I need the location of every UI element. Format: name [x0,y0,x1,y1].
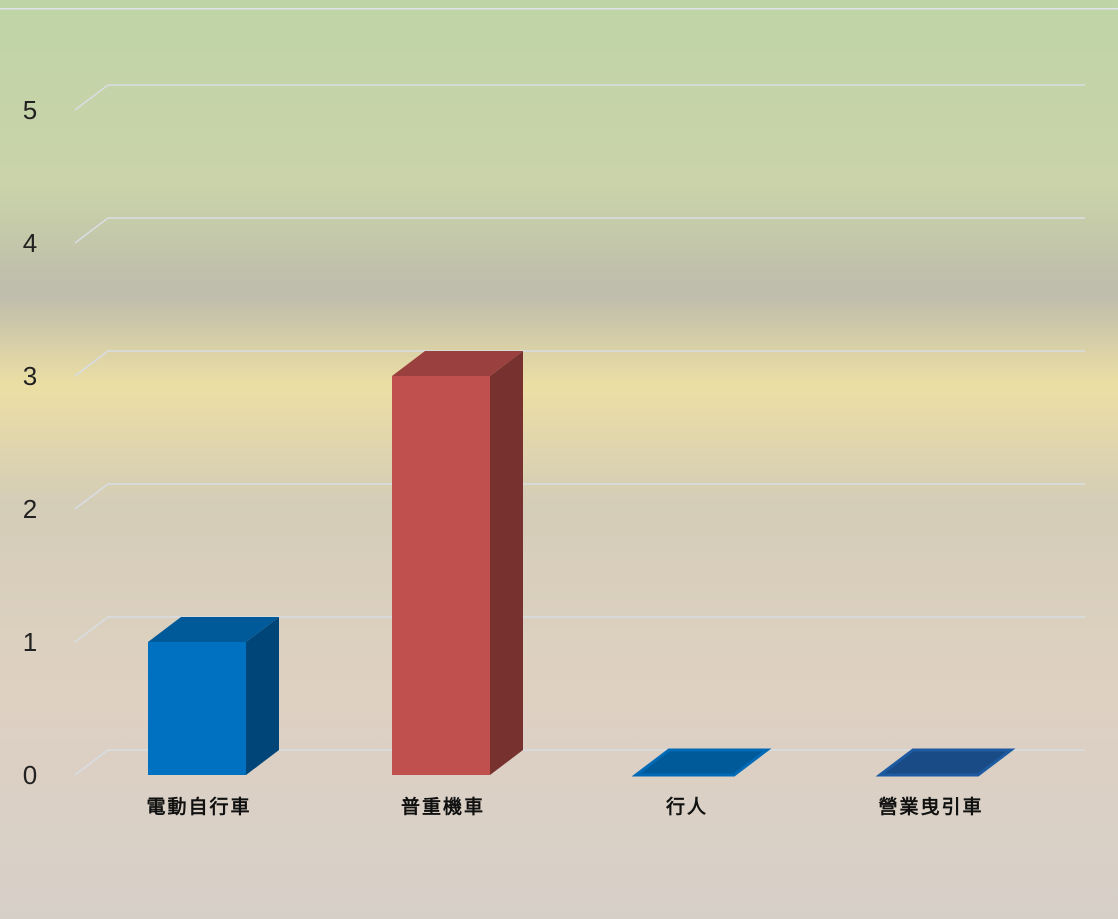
grid-line [74,616,1085,643]
bar [148,642,246,775]
bar-top [631,748,772,777]
y-tick-label: 3 [23,361,37,391]
grid-line [74,217,1085,244]
frame-line [0,8,1118,10]
grid-line [74,350,1085,377]
x-tick-label: 普重機車 [401,795,485,818]
x-tick-label: 行人 [665,795,708,818]
grid-line [74,483,1085,510]
x-tick-label: 電動自行車 [146,795,251,818]
y-tick-label: 0 [23,760,37,790]
grid-line [74,84,1085,111]
y-tick-label: 2 [23,494,37,524]
bar-top [148,617,279,642]
y-tick-label: 4 [23,228,37,258]
bar-side [246,617,279,775]
y-tick-label: 1 [23,627,37,657]
x-tick-label: 營業曳引車 [878,795,983,818]
bar-side [490,351,523,775]
bar-top [875,748,1016,777]
bar [392,376,490,775]
y-tick-label: 5 [23,95,37,125]
bar-top [392,351,523,376]
